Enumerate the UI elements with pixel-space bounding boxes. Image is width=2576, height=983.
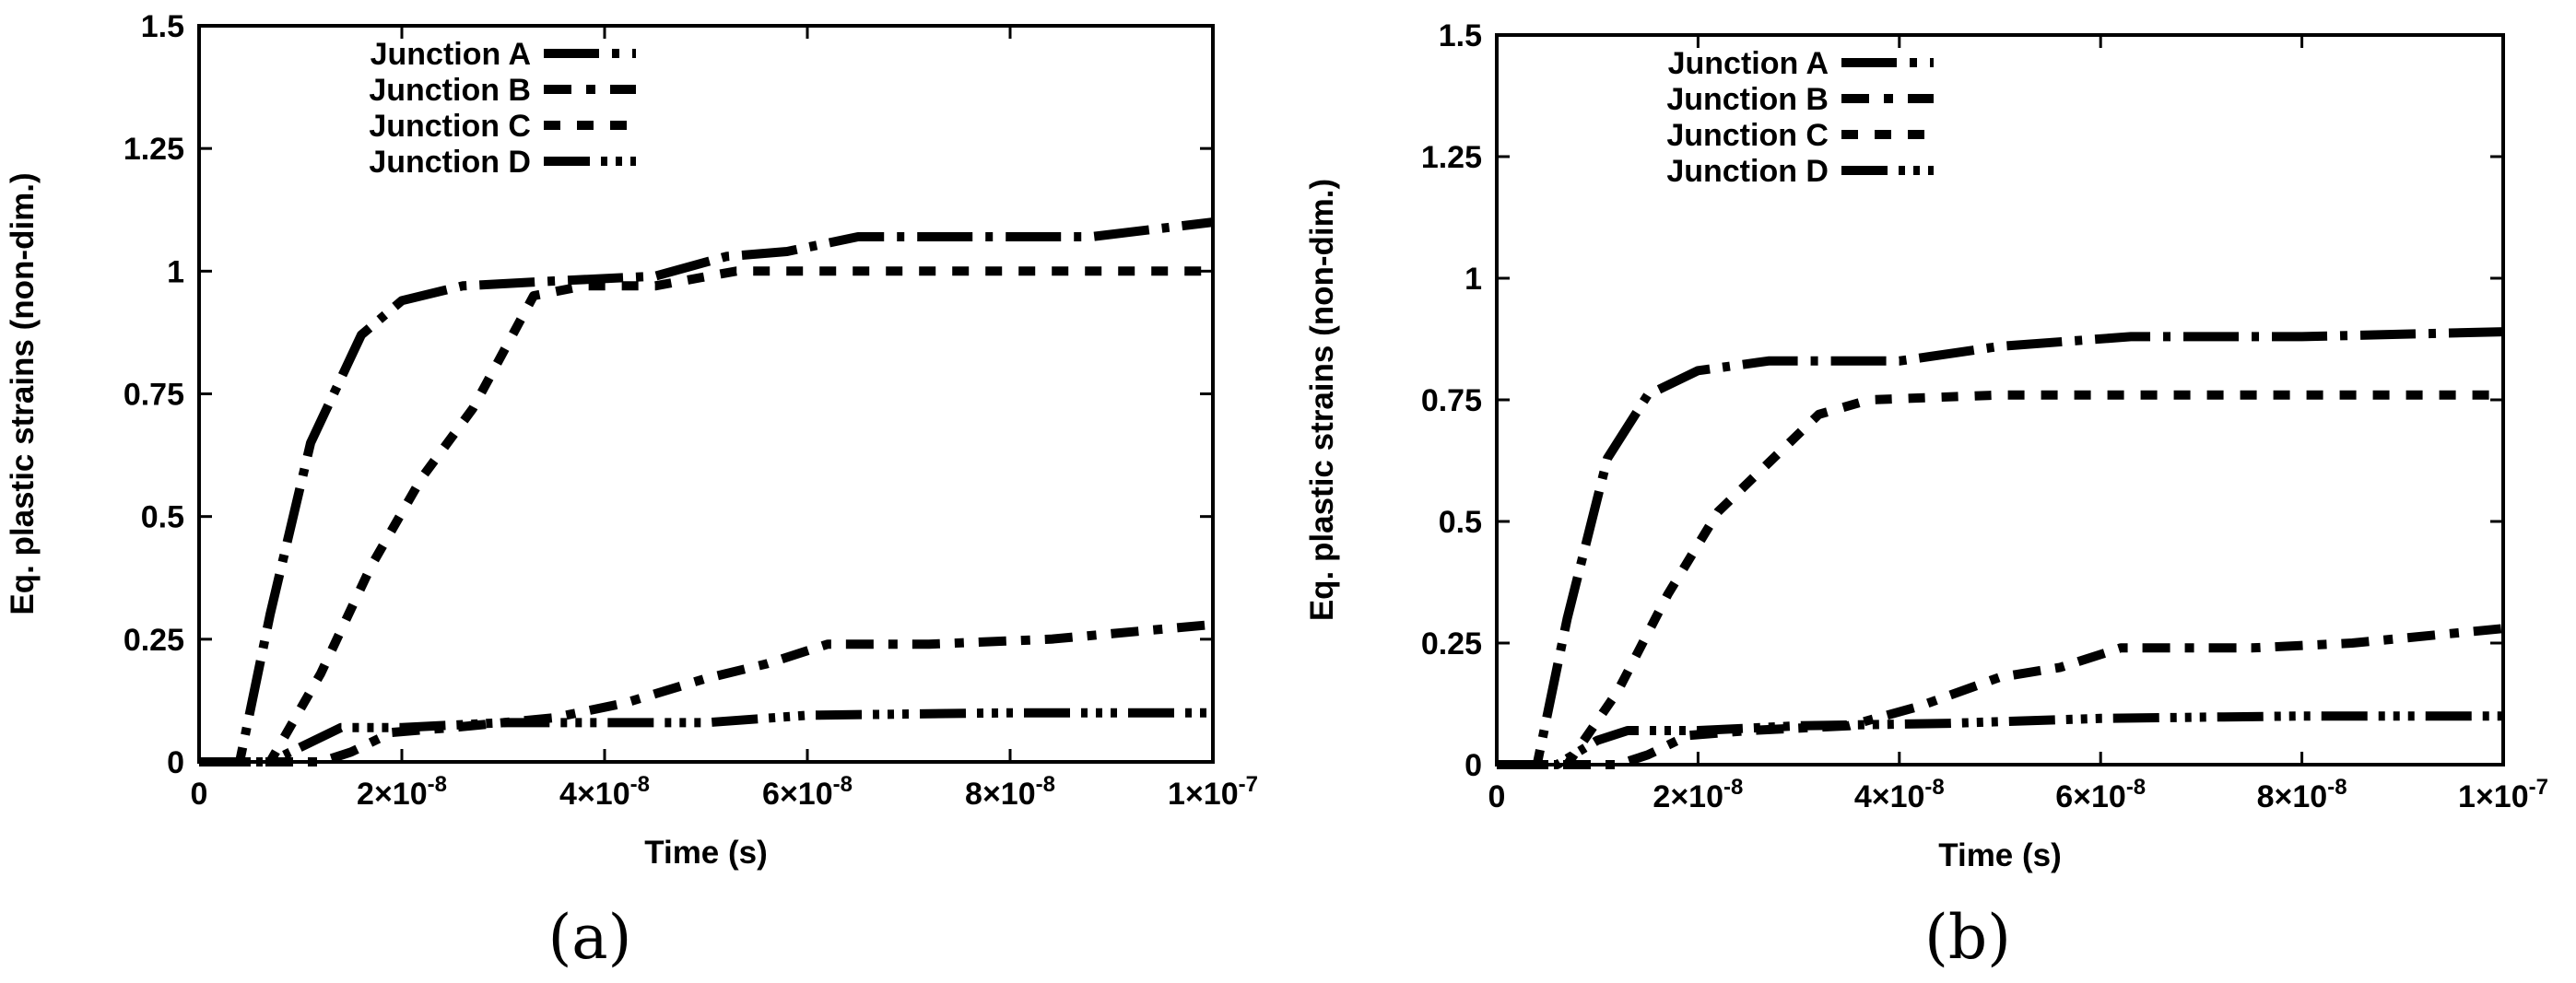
plot-frame xyxy=(1495,33,2505,767)
legend-label: Junction C xyxy=(1666,118,1829,153)
legend-label: Junction B xyxy=(369,73,531,108)
x-tick-label: 0 xyxy=(191,777,208,812)
x-tick-label: 1×10-7 xyxy=(1168,772,1258,812)
x-axis-label: Time (s) xyxy=(1938,837,2062,873)
legend-label: Junction B xyxy=(1666,82,1829,117)
y-tick-label: 1 xyxy=(167,254,184,289)
panel-caption: (b) xyxy=(1924,902,2011,973)
x-tick-label: 8×10-8 xyxy=(965,772,1055,812)
y-tick-label: 1.25 xyxy=(124,132,184,167)
x-tick-label: 2×10-8 xyxy=(357,772,447,812)
series-line-junction-d xyxy=(1497,711,2503,769)
x-tick-label: 2×10-8 xyxy=(1653,775,1743,814)
legend-label: Junction A xyxy=(371,37,531,72)
legend-label: Junction A xyxy=(1668,46,1829,81)
x-tick-mantissa: 2×10 xyxy=(1653,779,1723,814)
x-axis-label: Time (s) xyxy=(644,835,768,871)
y-tick-label: 1.5 xyxy=(1439,18,1482,53)
x-tick-mantissa: 0 xyxy=(1488,779,1506,814)
x-tick-exponent: -8 xyxy=(630,772,650,797)
y-tick-label: 0.25 xyxy=(124,623,184,658)
x-tick-exponent: -8 xyxy=(833,772,853,797)
y-tick-label: 1.5 xyxy=(141,9,184,44)
y-tick-label: 0.5 xyxy=(1439,505,1482,540)
x-tick-mantissa: 1×10 xyxy=(2458,779,2529,814)
x-tick-label: 6×10-8 xyxy=(762,772,853,812)
x-tick-exponent: -7 xyxy=(2529,775,2548,800)
legend-label: Junction D xyxy=(1666,154,1829,189)
x-tick-exponent: -7 xyxy=(1239,772,1258,797)
x-tick-mantissa: 0 xyxy=(191,777,208,812)
y-tick-label: 0 xyxy=(1464,748,1482,783)
x-tick-mantissa: 4×10 xyxy=(1854,779,1925,814)
x-tick-exponent: -8 xyxy=(428,772,447,797)
legend-label: Junction D xyxy=(369,145,531,180)
y-axis-label: Eq. plastic strains (non-dim.) xyxy=(1304,179,1340,621)
series-line-junction-c xyxy=(199,266,1213,767)
y-tick-label: 0.75 xyxy=(1421,383,1482,418)
x-tick-label: 4×10-8 xyxy=(1854,775,1945,814)
x-tick-label: 0 xyxy=(1488,779,1506,814)
x-tick-mantissa: 8×10 xyxy=(965,777,1036,812)
y-tick-label: 0 xyxy=(167,745,184,780)
x-tick-exponent: -8 xyxy=(1723,775,1743,800)
y-tick-label: 1 xyxy=(1464,262,1482,297)
y-axis-label: Eq. plastic strains (non-dim.) xyxy=(5,172,41,614)
x-tick-exponent: -8 xyxy=(1036,772,1055,797)
x-tick-mantissa: 4×10 xyxy=(559,777,630,812)
legend-label: Junction C xyxy=(369,109,531,144)
series-line-junction-a xyxy=(199,217,1214,767)
x-tick-exponent: -8 xyxy=(2126,775,2146,800)
x-tick-mantissa: 8×10 xyxy=(2257,779,2328,814)
x-tick-label: 6×10-8 xyxy=(2055,775,2146,814)
x-tick-label: 8×10-8 xyxy=(2257,775,2347,814)
x-tick-label: 4×10-8 xyxy=(559,772,650,812)
y-tick-label: 0.5 xyxy=(141,500,184,535)
x-tick-mantissa: 6×10 xyxy=(2055,779,2126,814)
x-tick-exponent: -8 xyxy=(2327,775,2347,800)
x-tick-label: 1×10-7 xyxy=(2458,775,2548,814)
x-tick-mantissa: 1×10 xyxy=(1168,777,1239,812)
series-line-junction-b xyxy=(199,619,1214,767)
series-line-junction-b xyxy=(1497,624,2504,769)
x-tick-mantissa: 2×10 xyxy=(357,777,428,812)
series-line-junction-c xyxy=(1497,390,2503,769)
x-tick-mantissa: 6×10 xyxy=(762,777,833,812)
y-tick-label: 0.75 xyxy=(124,378,184,413)
y-tick-label: 1.25 xyxy=(1421,140,1482,175)
y-tick-label: 0.25 xyxy=(1421,626,1482,661)
series-line-junction-d xyxy=(199,708,1213,767)
panel-caption: (a) xyxy=(548,902,632,973)
x-tick-exponent: -8 xyxy=(1924,775,1944,800)
plot-frame xyxy=(197,24,1215,764)
